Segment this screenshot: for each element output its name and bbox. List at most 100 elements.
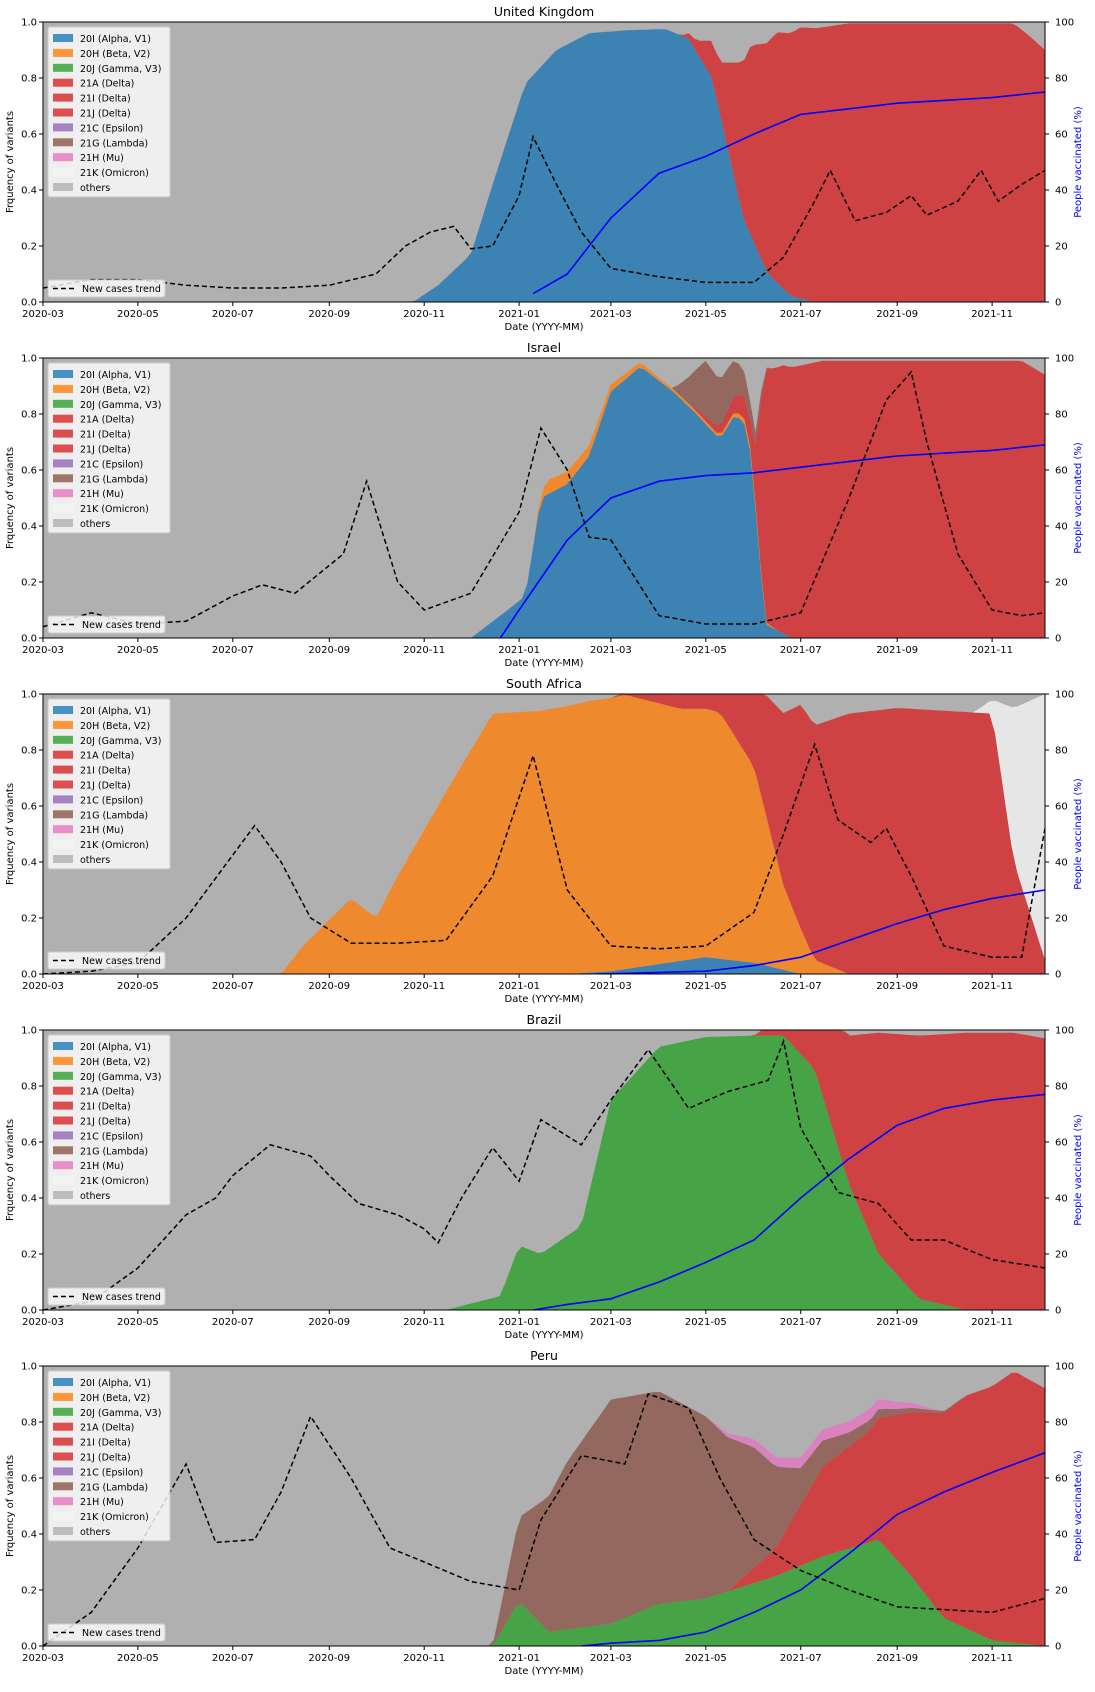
y-right-tick-label: 0: [1055, 1642, 1061, 1653]
y-left-tick-label: 0.0: [21, 1642, 37, 1653]
panel-title: Israel: [527, 340, 561, 355]
panel-peru: Peru 2020-03 2020-05 2020-07 2020-09 2020-11 2…: [5, 1348, 1084, 1677]
x-tick-label: 2020-05: [117, 1317, 159, 1328]
panel-israel: Israel 2020-03 2020-05 2020-07 2020-09 2020-1…: [5, 340, 1084, 669]
vaccinated-line: [596, 889, 1045, 974]
legend-swatch: [53, 1392, 73, 1401]
legend-swatch: [53, 34, 73, 42]
area-20j-gamma-v3: [43, 1035, 1045, 1310]
legend-label: 21A (Delta): [80, 751, 134, 762]
y-right-tick-label: 100: [1055, 354, 1074, 365]
legend-swatch: [53, 48, 73, 57]
y-left-tick-label: 0.2: [21, 1586, 37, 1597]
area-21g-lambda: [43, 1372, 1045, 1646]
vaccinated-line: [581, 1452, 1045, 1646]
cases-legend: New cases trend: [47, 1623, 166, 1642]
y-right-axis-label: People vaccinated (%): [1073, 442, 1084, 554]
legend-swatch: [53, 138, 73, 147]
y-left-tick-label: 0.0: [21, 970, 37, 981]
x-tick-label: 2021-11: [971, 1653, 1013, 1664]
y-right-tick-label: 20: [1055, 914, 1068, 925]
plot-area: [43, 1366, 1045, 1646]
area-21a-delta: [43, 360, 1045, 638]
y-right-axis-label: People vaccinated (%): [1073, 1450, 1084, 1562]
y-left-tick-label: 0.0: [21, 1306, 37, 1317]
x-tick-label: 2021-03: [590, 1317, 632, 1328]
y-right-axis-label: People vaccinated (%): [1073, 778, 1084, 890]
legend-label: 21I (Delta): [80, 430, 131, 441]
legend-box: [47, 1287, 166, 1306]
y-right-axis-label: People vaccinated (%): [1073, 1114, 1084, 1226]
legend-swatch: [53, 1482, 73, 1491]
x-tick-label: 2021-11: [971, 981, 1013, 992]
y-right-tick-label: 60: [1055, 1138, 1068, 1149]
y-left-tick-label: 1.0: [21, 690, 37, 701]
legend-box: [47, 362, 171, 534]
legend-box: [47, 1370, 171, 1542]
legend-swatch: [53, 1116, 73, 1125]
new-cases-line: [43, 370, 1045, 628]
x-tick-label: 2020-03: [22, 1653, 64, 1664]
y-right-tick-label: 100: [1055, 690, 1074, 701]
x-tick-label: 2020-03: [22, 1317, 64, 1328]
new-cases-line: [43, 1393, 1045, 1646]
x-tick-label: 2021-11: [971, 645, 1013, 656]
variant-legend: 20I (Alpha, V1) 20H (Beta, V2) 20J (Gamma,…: [47, 26, 171, 198]
area-20j-gamma-v3: [43, 1539, 1045, 1646]
panel-title: Brazil: [527, 1012, 562, 1027]
x-tick-label: 2020-09: [308, 645, 350, 656]
legend-swatch: [53, 153, 73, 162]
legend-box: [47, 951, 166, 970]
legend-swatch: [53, 1191, 73, 1199]
y-left-tick-label: 0.8: [21, 1082, 37, 1093]
legend-swatch: [53, 519, 73, 527]
legend-label: 20H (Beta, V2): [80, 1393, 150, 1404]
y-left-axis-label: Frquency of variants: [5, 1119, 16, 1221]
legend-label: others: [80, 1191, 110, 1202]
x-tick-label: 2020-11: [403, 645, 445, 656]
vaccinated-line: [532, 1093, 1045, 1310]
x-tick-label: 2020-11: [403, 309, 445, 320]
legend-label: 21J (Delta): [80, 445, 131, 456]
legend-swatch: [53, 1042, 73, 1050]
legend-label: 20J (Gamma, V3): [80, 1072, 161, 1083]
legend-label: 21I (Delta): [80, 1438, 131, 1449]
legend-swatch: [53, 810, 73, 819]
x-tick-label: 2020-11: [403, 1653, 445, 1664]
new-cases-line: [43, 1038, 1045, 1310]
area-20i-alpha-v1: [43, 29, 1045, 302]
legend-label: 21A (Delta): [80, 415, 134, 426]
y-right-tick-label: 80: [1055, 1418, 1068, 1429]
x-tick-label: 2021-05: [685, 981, 727, 992]
y-right-tick-label: 80: [1055, 746, 1068, 757]
x-tick-label: 2021-05: [685, 645, 727, 656]
y-left-tick-label: 0.4: [21, 522, 37, 533]
axes-frame: [42, 1029, 1046, 1311]
y-right-tick-label: 80: [1055, 74, 1068, 85]
legend-label: 21J (Delta): [80, 1117, 131, 1128]
legend-label: 21K (Omicron): [80, 504, 149, 515]
legend-label: 21A (Delta): [80, 1087, 134, 1098]
variant-legend: 20I (Alpha, V1) 20H (Beta, V2) 20J (Gamma,…: [47, 1034, 171, 1206]
legend-swatch: [53, 429, 73, 438]
x-tick-label: 2020-11: [403, 1317, 445, 1328]
legend-box: [47, 279, 166, 298]
x-tick-label: 2020-05: [117, 309, 159, 320]
legend-label: 21J (Delta): [80, 1453, 131, 1464]
y-left-tick-label: 1.0: [21, 1026, 37, 1037]
legend-label: 21H (Mu): [80, 1497, 124, 1508]
legend-swatch: [53, 444, 73, 453]
variant-legend: 20I (Alpha, V1) 20H (Beta, V2) 20J (Gamma,…: [47, 362, 171, 534]
panel-title: Peru: [530, 1348, 558, 1363]
legend-swatch: [53, 78, 73, 87]
legend-label: 21C (Epsilon): [80, 795, 143, 806]
y-right-tick-label: 40: [1055, 1530, 1068, 1541]
legend-label: 21J (Delta): [80, 781, 131, 792]
legend-label: 20J (Gamma, V3): [80, 400, 161, 411]
y-right-tick-label: 80: [1055, 410, 1068, 421]
legend-swatch: [53, 735, 73, 744]
legend-swatch: [53, 1101, 73, 1110]
x-tick-label: 2020-05: [117, 1653, 159, 1664]
y-right-tick-label: 0: [1055, 1306, 1061, 1317]
legend-box: [47, 615, 166, 634]
